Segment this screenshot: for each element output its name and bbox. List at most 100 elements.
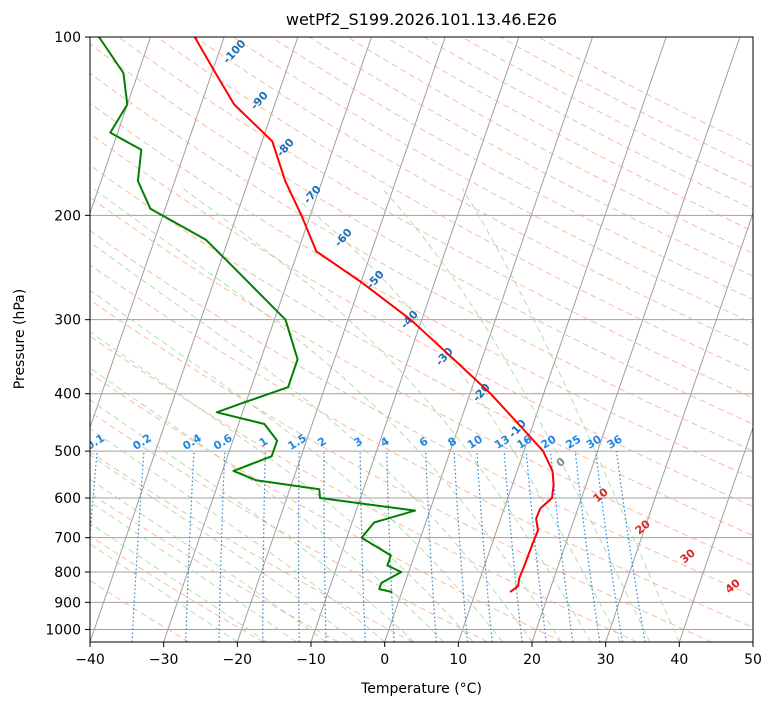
- potential-temp-label: -100: [220, 37, 248, 66]
- dry-adiabat-line: [270, 37, 753, 300]
- x-tick-label: 0: [380, 652, 389, 668]
- potential-temp-label: -90: [248, 89, 271, 113]
- dry-adiabat-line: [90, 164, 753, 537]
- temperature-profile-line: [193, 37, 555, 593]
- isotherm-line: [752, 640, 753, 642]
- dry-adiabat-line: [90, 535, 264, 642]
- chart-title: wetPf2_S199.2026.101.13.46.E26: [286, 10, 557, 30]
- moist-adiabat-line: [381, 187, 651, 642]
- y-axis-label: Pressure (hPa): [12, 289, 28, 389]
- mixing-ratio-label: 0.2: [130, 431, 153, 452]
- dry-adiabat-line: [499, 37, 753, 168]
- y-tick-label: 400: [54, 387, 81, 403]
- dry-adiabat-line: [90, 102, 753, 479]
- mixing-ratio-label: 2: [315, 435, 328, 450]
- isotherm-line: [90, 37, 299, 642]
- moist-adiabat-line: [90, 543, 238, 642]
- plot-frame: [89, 36, 754, 643]
- dry-adiabat-line: [90, 72, 753, 452]
- x-tick-label: 30: [597, 652, 615, 668]
- isotherm-line: [90, 37, 152, 215]
- mixing-ratio-label: 25: [563, 433, 583, 452]
- mixing-ratio-label: 0.6: [211, 431, 235, 453]
- mixing-ratio-line: [574, 451, 601, 642]
- dry-adiabat-line: [90, 196, 753, 566]
- y-axis: 100 200 300 400 500 600 700 800 900 1000: [45, 30, 90, 638]
- mixing-ratio-label: 4: [378, 434, 392, 449]
- dry-adiabat-line: [90, 299, 712, 642]
- mixing-ratio-label: 6: [417, 434, 431, 449]
- dry-adiabat-line: [538, 37, 753, 147]
- moist-adiabat-line: [90, 367, 444, 642]
- y-tick-label: 700: [54, 531, 81, 547]
- x-tick-label: −20: [223, 652, 253, 668]
- moist-adiabat-line: [90, 478, 326, 642]
- mixing-ratio-line: [476, 451, 493, 642]
- dewpoint-profile-line: [98, 37, 417, 594]
- y-tick-label: 100: [54, 30, 81, 46]
- mixing-ratio-label: 0.1: [84, 431, 107, 452]
- mixing-ratio-line: [615, 451, 646, 642]
- x-axis-label: Temperature (°C): [360, 681, 482, 697]
- moist-adiabat-line: [283, 187, 621, 642]
- dry-adiabat-line: [385, 37, 753, 232]
- theta-e-label: 0: [554, 455, 568, 470]
- mixing-ratio-line: [525, 451, 547, 642]
- dry-adiabat-line: [90, 264, 753, 629]
- dry-adiabat-line: [90, 492, 339, 642]
- background-lines: [90, 37, 753, 642]
- dry-adiabat-line: [90, 43, 753, 425]
- theta-e-label: 10: [591, 485, 611, 505]
- mixing-ratio-label: 1: [257, 435, 270, 450]
- mixing-ratio-label: 36: [605, 432, 625, 451]
- y-tick-label: 600: [54, 491, 81, 507]
- dry-adiabat-line: [90, 411, 488, 642]
- moist-adiabat-line: [90, 501, 297, 642]
- moist-adiabat-line: [90, 331, 474, 642]
- mixing-ratio-label: 1.5: [286, 431, 309, 452]
- isotherm-line: [310, 37, 520, 642]
- moist-adiabat-line: [90, 241, 533, 642]
- theta-e-label: 30: [678, 546, 698, 566]
- dry-adiabat-line: [90, 335, 638, 642]
- x-tick-label: 10: [449, 652, 467, 668]
- y-tick-label: 1000: [45, 622, 81, 638]
- dry-adiabat-line: [118, 37, 753, 399]
- potential-temp-label: -30: [433, 345, 456, 369]
- potential-temp-label: -60: [332, 226, 355, 250]
- mixing-ratio-line: [359, 451, 366, 642]
- y-tick-label: 300: [54, 313, 81, 329]
- moist-adiabat-line: [182, 187, 592, 642]
- dry-adiabat-line: [90, 579, 190, 642]
- profile-series: [98, 37, 555, 594]
- x-tick-label: −30: [149, 652, 179, 668]
- y-tick-label: 800: [54, 565, 81, 581]
- x-tick-label: 40: [670, 652, 688, 668]
- dry-adiabat-line: [90, 133, 753, 508]
- mixing-ratio-label: 30: [584, 432, 604, 451]
- y-tick-label: 500: [54, 444, 81, 460]
- dry-adiabat-line: [232, 37, 753, 324]
- isotherm-line: [163, 37, 373, 642]
- mixing-ratio-line: [503, 451, 523, 642]
- isotherm-line: [605, 211, 753, 642]
- mixing-ratio-label: 3: [352, 435, 365, 450]
- mixing-ratio-line: [595, 451, 623, 642]
- isotherm-line: [384, 37, 594, 642]
- mixing-ratio-line: [549, 451, 574, 642]
- moist-adiabat-line: [461, 187, 680, 642]
- x-tick-label: 20: [523, 652, 541, 668]
- mixing-ratio-label: 0.4: [180, 431, 204, 453]
- x-tick-label: −40: [75, 652, 105, 668]
- dry-adiabat-line: [156, 37, 753, 373]
- y-tick-label: 200: [54, 208, 81, 224]
- mixing-ratio-line: [386, 451, 395, 642]
- dry-adiabat-line: [90, 230, 753, 597]
- dry-adiabat-line: [90, 372, 563, 642]
- moist-adiabat-line: [90, 428, 386, 642]
- mixing-ratio-line: [90, 451, 98, 543]
- moist-adiabat-line: [92, 187, 562, 642]
- isotherm-line: [236, 37, 446, 642]
- x-tick-label: −10: [296, 652, 326, 668]
